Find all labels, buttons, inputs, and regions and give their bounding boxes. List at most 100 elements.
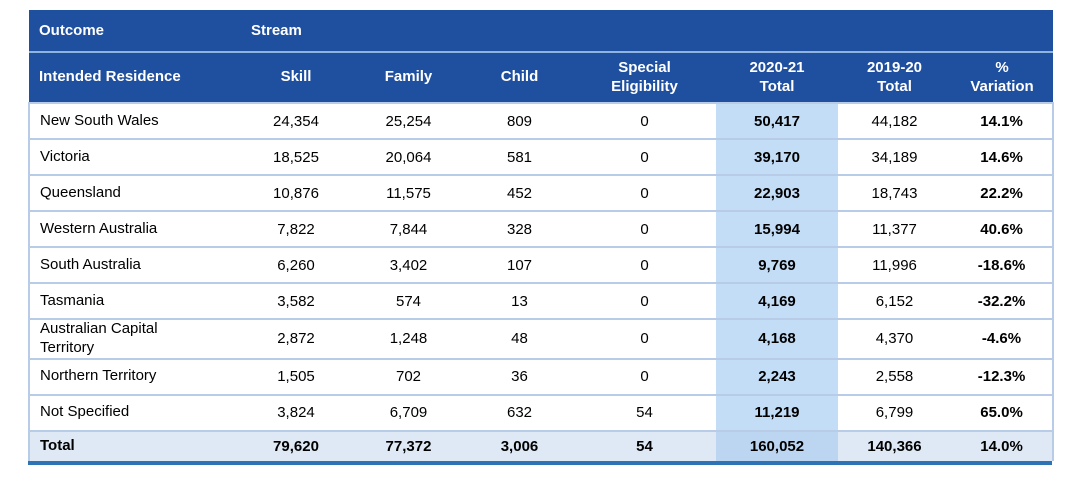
cell-special-eligibility: 0 bbox=[573, 247, 716, 284]
cell-total-2019-20: 4,370 bbox=[838, 319, 951, 360]
cell-variation: -18.6% bbox=[951, 247, 1055, 284]
cell-skill: 24,354 bbox=[241, 103, 351, 140]
column-header-2019-20-total: 2019-20 Total bbox=[838, 52, 951, 104]
cell-skill: 10,876 bbox=[241, 175, 351, 212]
cell-skill: 79,620 bbox=[241, 430, 351, 461]
stream-group-header: Stream bbox=[241, 10, 1054, 53]
cell-variation: 14.6% bbox=[951, 139, 1055, 176]
cell-total-2020-21: 2,243 bbox=[716, 358, 838, 396]
cell-total-2020-21: 9,769 bbox=[716, 247, 838, 284]
cell-child: 809 bbox=[466, 103, 573, 140]
cell-family: 702 bbox=[351, 358, 466, 396]
column-header-intended-residence: Intended Residence bbox=[29, 52, 241, 104]
cell-residence: Total bbox=[28, 430, 241, 461]
cell-family: 77,372 bbox=[351, 430, 466, 461]
cell-child: 328 bbox=[466, 211, 573, 248]
cell-skill: 3,824 bbox=[241, 394, 351, 432]
cell-residence: Western Australia bbox=[28, 211, 241, 248]
cell-variation: 22.2% bbox=[951, 175, 1055, 212]
cell-total-2019-20: 6,152 bbox=[838, 283, 951, 320]
cell-special-eligibility: 54 bbox=[573, 394, 716, 432]
migration-program-table: Outcome Stream Intended Residence Skill … bbox=[28, 10, 1055, 461]
outcome-group-header: Outcome bbox=[29, 10, 241, 53]
cell-residence: New South Wales bbox=[28, 103, 241, 140]
column-header-percent-variation: % Variation bbox=[951, 52, 1054, 104]
table-row: Australian Capital Territory 2,872 1,248 48… bbox=[28, 319, 1055, 360]
cell-family: 20,064 bbox=[351, 139, 466, 176]
table-row: Victoria 18,525 20,064 581 0 39,170 34,189 14.6… bbox=[28, 139, 1055, 176]
cell-special-eligibility: 0 bbox=[573, 175, 716, 212]
cell-variation: 65.0% bbox=[951, 394, 1055, 432]
cell-skill: 1,505 bbox=[241, 358, 351, 396]
cell-child: 13 bbox=[466, 283, 573, 320]
cell-special-eligibility: 0 bbox=[573, 358, 716, 396]
cell-special-eligibility: 54 bbox=[573, 430, 716, 461]
table-row: Not Specified 3,824 6,709 632 54 11,219 6,799 6… bbox=[28, 394, 1055, 432]
cell-residence: South Australia bbox=[28, 247, 241, 284]
cell-total-2020-21: 160,052 bbox=[716, 430, 838, 461]
cell-total-2019-20: 6,799 bbox=[838, 394, 951, 432]
cell-family: 1,248 bbox=[351, 319, 466, 360]
group-header-row: Outcome Stream bbox=[29, 10, 1054, 53]
cell-skill: 6,260 bbox=[241, 247, 351, 284]
cell-total-2020-21: 39,170 bbox=[716, 139, 838, 176]
cell-total-2019-20: 2,558 bbox=[838, 358, 951, 396]
cell-family: 11,575 bbox=[351, 175, 466, 212]
cell-special-eligibility: 0 bbox=[573, 283, 716, 320]
cell-residence: Not Specified bbox=[28, 394, 241, 432]
cell-variation: 14.1% bbox=[951, 103, 1055, 140]
cell-child: 452 bbox=[466, 175, 573, 212]
table-row: Western Australia 7,822 7,844 328 0 15,994 11,… bbox=[28, 211, 1055, 248]
cell-skill: 2,872 bbox=[241, 319, 351, 360]
cell-special-eligibility: 0 bbox=[573, 139, 716, 176]
column-header-row: Intended Residence Skill Family Child Sp… bbox=[29, 52, 1054, 104]
table-header: Outcome Stream Intended Residence Skill … bbox=[29, 10, 1054, 104]
cell-total-2020-21: 4,169 bbox=[716, 283, 838, 320]
cell-child: 48 bbox=[466, 319, 573, 360]
cell-residence: Northern Territory bbox=[28, 358, 241, 396]
table-row: Queensland 10,876 11,575 452 0 22,903 18,743 22… bbox=[28, 175, 1055, 212]
cell-family: 574 bbox=[351, 283, 466, 320]
cell-total-2019-20: 18,743 bbox=[838, 175, 951, 212]
cell-total-2020-21: 4,168 bbox=[716, 319, 838, 360]
cell-skill: 3,582 bbox=[241, 283, 351, 320]
cell-variation: -12.3% bbox=[951, 358, 1055, 396]
cell-residence: Queensland bbox=[28, 175, 241, 212]
column-header-family: Family bbox=[351, 52, 466, 104]
table-body: New South Wales 24,354 25,254 809 0 50,417 44,… bbox=[28, 103, 1055, 461]
cell-skill: 18,525 bbox=[241, 139, 351, 176]
cell-total-2019-20: 44,182 bbox=[838, 103, 951, 140]
cell-skill: 7,822 bbox=[241, 211, 351, 248]
cell-family: 3,402 bbox=[351, 247, 466, 284]
cell-family: 25,254 bbox=[351, 103, 466, 140]
cell-special-eligibility: 0 bbox=[573, 103, 716, 140]
cell-special-eligibility: 0 bbox=[573, 211, 716, 248]
cell-variation: -4.6% bbox=[951, 319, 1055, 360]
cell-child: 36 bbox=[466, 358, 573, 396]
cell-total-2019-20: 140,366 bbox=[838, 430, 951, 461]
cell-variation: 40.6% bbox=[951, 211, 1055, 248]
cell-total-2020-21: 22,903 bbox=[716, 175, 838, 212]
cell-total-2019-20: 34,189 bbox=[838, 139, 951, 176]
cell-variation: 14.0% bbox=[951, 430, 1055, 461]
cell-residence: Tasmania bbox=[28, 283, 241, 320]
column-header-skill: Skill bbox=[241, 52, 351, 104]
cell-special-eligibility: 0 bbox=[573, 319, 716, 360]
outcome-stream-table: Outcome Stream Intended Residence Skill … bbox=[28, 10, 1055, 465]
cell-residence: Victoria bbox=[28, 139, 241, 176]
cell-child: 632 bbox=[466, 394, 573, 432]
cell-residence: Australian Capital Territory bbox=[28, 319, 241, 360]
table-row: South Australia 6,260 3,402 107 0 9,769 11,996… bbox=[28, 247, 1055, 284]
column-header-2020-21-total: 2020-21 Total bbox=[716, 52, 838, 104]
table-row: New South Wales 24,354 25,254 809 0 50,417 44,… bbox=[28, 103, 1055, 140]
cell-variation: -32.2% bbox=[951, 283, 1055, 320]
cell-family: 7,844 bbox=[351, 211, 466, 248]
column-header-child: Child bbox=[466, 52, 573, 104]
cell-child: 3,006 bbox=[466, 430, 573, 461]
cell-total-2020-21: 50,417 bbox=[716, 103, 838, 140]
cell-total-2019-20: 11,377 bbox=[838, 211, 951, 248]
cell-child: 107 bbox=[466, 247, 573, 284]
column-header-special-eligibility: Special Eligibility bbox=[573, 52, 716, 104]
cell-child: 581 bbox=[466, 139, 573, 176]
cell-total-2020-21: 15,994 bbox=[716, 211, 838, 248]
